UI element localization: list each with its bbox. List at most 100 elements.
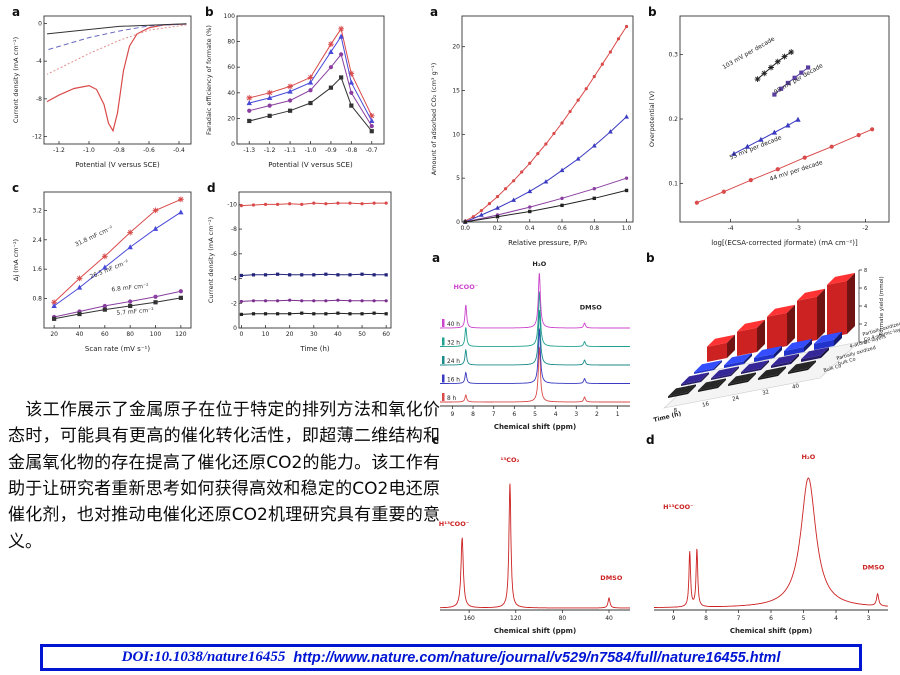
svg-text:16 h: 16 h: [447, 378, 460, 384]
svg-text:Chemical shift (ppm): Chemical shift (ppm): [730, 627, 812, 635]
svg-text:26.5 mF cm⁻²: 26.5 mF cm⁻²: [89, 258, 130, 280]
svg-text:log[(ECSA-corrected jformate): log[(ECSA-corrected jformate) (mA cm⁻²)]: [711, 239, 858, 247]
svg-text:8: 8: [864, 268, 867, 274]
svg-text:8: 8: [471, 411, 475, 418]
svg-text:Relative pressure, P/P₀: Relative pressure, P/P₀: [508, 239, 587, 247]
svg-text:0.2: 0.2: [493, 225, 503, 232]
svg-text:103 mV per decade: 103 mV per decade: [721, 35, 776, 71]
summary-text-cn: 该工作展示了金属原子在位于特定的排列方法和氧化价态时，可能具有更高的催化转化活性…: [8, 400, 440, 552]
svg-text:-0.9: -0.9: [325, 147, 337, 154]
doi-text: DOI:10.1038/nature16455: [121, 649, 286, 665]
svg-text:3: 3: [867, 615, 871, 622]
panel-capacitance-scan-rate: c 20 40 60 80 100 120 0.8 1.6 2.4 3.2 Scan rate (m…: [10, 182, 198, 354]
svg-text:8: 8: [673, 408, 678, 415]
svg-text:31.8 mF cm⁻²: 31.8 mF cm⁻²: [74, 224, 115, 248]
svg-text:60: 60: [227, 64, 235, 71]
svg-text:4: 4: [554, 411, 558, 418]
svg-text:4: 4: [864, 304, 867, 310]
svg-text:-4: -4: [231, 276, 237, 283]
panel-tag: d: [207, 181, 216, 195]
svg-text:¹³CO₂: ¹³CO₂: [501, 456, 520, 464]
svg-text:100: 100: [150, 331, 162, 338]
svg-text:5: 5: [802, 615, 806, 622]
svg-text:-0.8: -0.8: [113, 147, 125, 154]
paper-url-link[interactable]: http://www.nature.com/nature/journal/v52…: [293, 649, 781, 666]
svg-text:Current density (mA cm⁻²): Current density (mA cm⁻²): [12, 37, 20, 123]
svg-text:0: 0: [456, 219, 460, 226]
svg-text:-1.1: -1.1: [284, 147, 296, 154]
panel-tag: b: [648, 5, 657, 19]
svg-text:3: 3: [574, 411, 578, 418]
svg-text:Formate yield (mmol): Formate yield (mmol): [879, 276, 885, 335]
svg-text:10: 10: [452, 131, 460, 138]
svg-text:40: 40: [76, 331, 84, 338]
svg-text:55 mV per decade: 55 mV per decade: [729, 134, 783, 161]
svg-text:1.0: 1.0: [622, 225, 632, 232]
svg-text:-2: -2: [862, 225, 868, 232]
svg-text:3.2: 3.2: [32, 207, 42, 214]
svg-text:H₂O: H₂O: [532, 260, 546, 268]
svg-text:Potential (V versus SCE): Potential (V versus SCE): [75, 161, 160, 169]
svg-text:9: 9: [450, 411, 454, 418]
svg-text:-10: -10: [227, 201, 237, 208]
svg-text:40: 40: [334, 331, 342, 338]
panel-tag: b: [646, 251, 655, 265]
svg-text:Time (h): Time (h): [299, 345, 330, 353]
svg-text:Faradaic efficiency of formate: Faradaic efficiency of formate (%): [205, 25, 213, 135]
svg-text:15: 15: [452, 88, 460, 95]
svg-text:5: 5: [533, 411, 537, 418]
panel-tag: a: [430, 5, 439, 19]
svg-text:0: 0: [864, 340, 867, 346]
svg-text:0: 0: [233, 325, 237, 332]
panel-tafel-plot: b -4 -3 -2 0.1 0.2 0.3 log[(ECSA-corrected jfo…: [646, 6, 896, 248]
svg-text:6.8 mF cm⁻²: 6.8 mF cm⁻²: [111, 282, 149, 293]
svg-text:H¹³COO⁻: H¹³COO⁻: [439, 520, 469, 528]
svg-text:Bulk Co: Bulk Co: [823, 363, 842, 374]
svg-text:DMSO: DMSO: [580, 304, 603, 312]
svg-text:60: 60: [382, 331, 390, 338]
svg-text:Time (h): Time (h): [653, 410, 682, 424]
panel-faradaic-efficiency: b -1.3 -1.2 -1.1 -1.0 -0.9 -0.8 -0.7 0 20 40 60 80 1…: [203, 6, 391, 170]
svg-text:-0.6: -0.6: [143, 147, 155, 154]
svg-text:20: 20: [452, 44, 460, 51]
svg-text:95 mV per decade: 95 mV per decade: [773, 62, 825, 96]
svg-text:Overpotential (V): Overpotential (V): [648, 91, 656, 147]
svg-text:80: 80: [559, 615, 567, 622]
svg-text:-0.8: -0.8: [345, 147, 357, 154]
svg-text:0.2: 0.2: [668, 116, 678, 123]
svg-text:Amount of adsorbed CO₂ (cm³ g⁻: Amount of adsorbed CO₂ (cm³ g⁻¹): [430, 63, 438, 176]
svg-text:9: 9: [672, 615, 676, 622]
svg-text:40: 40: [605, 615, 613, 622]
panel-tag: c: [12, 181, 20, 195]
svg-text:0: 0: [239, 331, 243, 338]
svg-text:-3: -3: [795, 225, 801, 232]
svg-text:50: 50: [358, 331, 366, 338]
svg-text:H₂O: H₂O: [801, 453, 815, 461]
svg-text:0.6: 0.6: [557, 225, 567, 232]
svg-text:Potential (V versus SCE): Potential (V versus SCE): [268, 161, 353, 169]
svg-text:7: 7: [492, 411, 496, 418]
svg-text:5.7 mF cm⁻²: 5.7 mF cm⁻²: [116, 307, 154, 317]
svg-text:-4: -4: [36, 58, 42, 65]
svg-text:8 h: 8 h: [447, 396, 457, 402]
panel-tag: a: [12, 5, 21, 19]
svg-text:-12: -12: [32, 133, 42, 140]
svg-text:120: 120: [510, 615, 522, 622]
panel-co2-adsorption-isotherm: a 0.0 0.2 0.4 0.6 0.8 1.0 0 5 10 15 20 Relative pre…: [428, 6, 640, 248]
svg-text:4: 4: [834, 615, 838, 622]
svg-text:20: 20: [227, 115, 235, 122]
svg-text:0.4: 0.4: [525, 225, 535, 232]
svg-text:2.4: 2.4: [32, 237, 42, 244]
panel-c13-nmr-spectrum: c 160 120 80 40 Chemical shift (ppm) H¹³COO⁻ ¹…: [430, 434, 638, 636]
svg-text:10: 10: [262, 331, 270, 338]
svg-text:Scan rate (mV s⁻¹): Scan rate (mV s⁻¹): [85, 345, 150, 353]
svg-text:80: 80: [227, 39, 235, 46]
svg-text:0.8: 0.8: [590, 225, 600, 232]
svg-text:Chemical shift (ppm): Chemical shift (ppm): [494, 423, 576, 431]
svg-text:60: 60: [101, 331, 109, 338]
svg-text:32 h: 32 h: [447, 341, 460, 347]
svg-text:16: 16: [702, 401, 711, 409]
panel-formate-yield-3d-bars: b Partially oxidizedCo 4-atomic-layers 4-…: [644, 251, 900, 432]
svg-text:0.1: 0.1: [668, 180, 678, 187]
svg-text:8: 8: [704, 615, 708, 622]
